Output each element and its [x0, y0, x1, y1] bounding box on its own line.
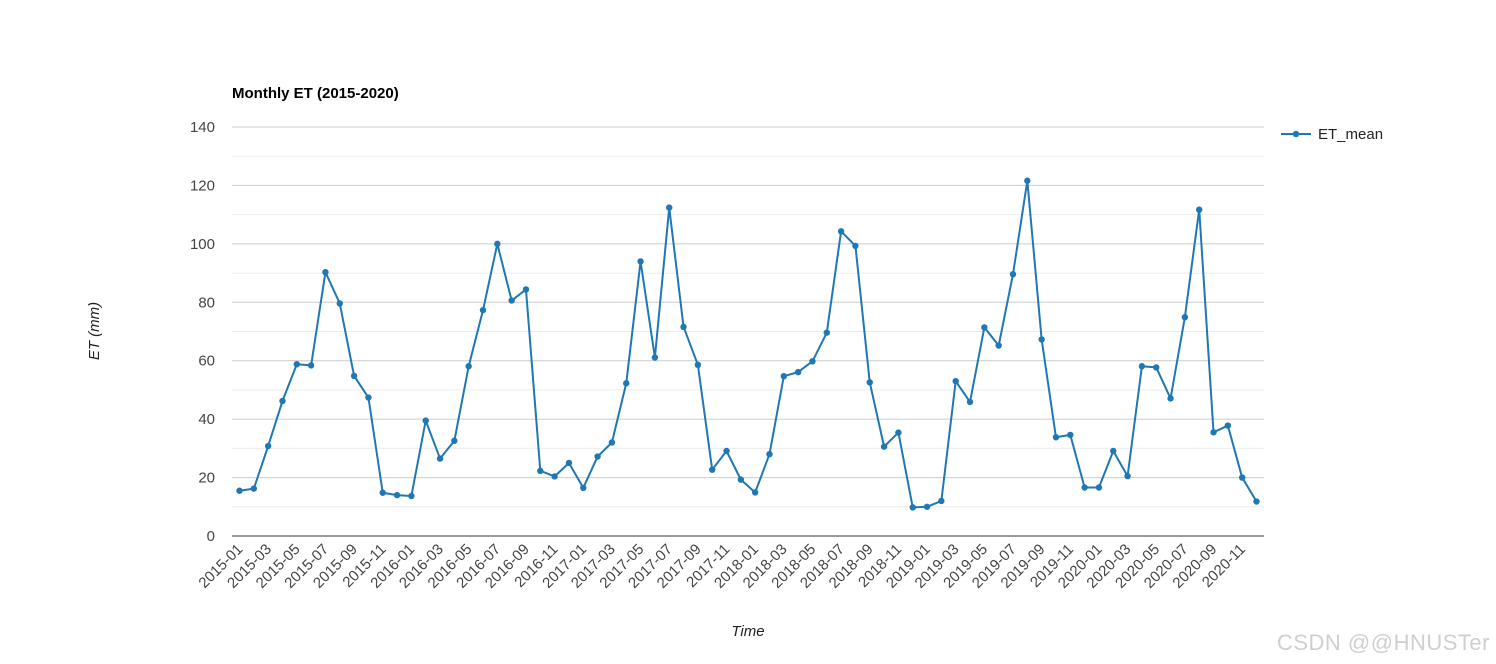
data-point[interactable]	[1210, 429, 1217, 436]
data-point[interactable]	[995, 342, 1002, 349]
legend-marker	[1292, 130, 1300, 138]
data-point[interactable]	[350, 372, 358, 380]
data-point[interactable]	[565, 459, 573, 467]
data-point[interactable]	[379, 489, 386, 496]
y-tick-label: 140	[190, 119, 215, 136]
data-point[interactable]	[952, 377, 959, 385]
data-point[interactable]	[837, 228, 845, 235]
data-point[interactable]	[236, 487, 243, 494]
y-axis-ticks: 0 20 40 60 80 100 120 140	[190, 119, 215, 545]
data-point[interactable]	[1052, 434, 1060, 441]
chart-title: Monthly ET (2015-2020)	[232, 85, 399, 102]
y-tick-label: 20	[198, 470, 215, 487]
data-point[interactable]	[250, 485, 258, 492]
data-point[interactable]	[393, 491, 401, 499]
data-point[interactable]	[1095, 484, 1103, 491]
data-point[interactable]	[522, 286, 530, 293]
data-point[interactable]	[895, 429, 902, 436]
data-point[interactable]	[694, 361, 702, 368]
x-axis-title: Time	[731, 623, 764, 640]
data-point[interactable]	[479, 306, 487, 314]
data-point[interactable]	[322, 268, 329, 276]
data-point[interactable]	[909, 504, 916, 511]
data-point[interactable]	[1009, 271, 1017, 278]
data-point[interactable]	[494, 240, 501, 248]
data-point[interactable]	[766, 451, 773, 458]
legend[interactable]: ET_mean	[1281, 126, 1383, 143]
data-point[interactable]	[336, 300, 343, 307]
y-tick-label: 100	[190, 236, 215, 253]
data-point[interactable]	[751, 489, 759, 496]
data-point[interactable]	[651, 354, 659, 361]
data-point[interactable]	[279, 397, 286, 405]
data-point[interactable]	[1196, 206, 1203, 213]
data-point[interactable]	[923, 503, 931, 510]
y-axis-title: ET (mm)	[86, 302, 103, 360]
data-point[interactable]	[723, 447, 730, 455]
data-point[interactable]	[1253, 498, 1260, 505]
series-layer	[236, 177, 1260, 511]
data-point[interactable]	[1167, 395, 1174, 402]
data-point[interactable]	[537, 467, 544, 475]
data-point[interactable]	[465, 363, 472, 370]
data-point[interactable]	[608, 439, 616, 446]
legend-label-et-mean: ET_mean	[1318, 126, 1383, 143]
data-point[interactable]	[408, 492, 415, 500]
data-point[interactable]	[794, 368, 802, 376]
data-point[interactable]	[580, 484, 587, 491]
data-point[interactable]	[1138, 363, 1146, 370]
data-point[interactable]	[508, 297, 515, 304]
data-point[interactable]	[1067, 431, 1074, 439]
y-tick-label: 0	[207, 528, 215, 545]
data-point[interactable]	[307, 362, 315, 369]
data-point[interactable]	[938, 497, 945, 505]
data-point[interactable]	[637, 258, 644, 265]
data-point[interactable]	[551, 473, 558, 480]
data-point[interactable]	[981, 324, 988, 331]
data-point[interactable]	[780, 373, 788, 380]
gridlines	[232, 126, 1264, 508]
data-point[interactable]	[966, 398, 974, 406]
data-point[interactable]	[1224, 422, 1232, 429]
data-point[interactable]	[451, 437, 458, 444]
data-point[interactable]	[737, 476, 745, 483]
data-point[interactable]	[1024, 177, 1031, 184]
data-point[interactable]	[708, 466, 716, 473]
data-point[interactable]	[680, 323, 687, 331]
data-point[interactable]	[1124, 472, 1131, 480]
data-point[interactable]	[1238, 474, 1246, 481]
watermark: CSDN @@HNUSTer	[1276, 630, 1490, 655]
y-tick-label: 120	[190, 177, 215, 194]
data-point[interactable]	[422, 417, 429, 424]
x-axis-ticks: 2015-012015-032015-052015-072015-092015-…	[195, 541, 1249, 592]
data-point[interactable]	[365, 394, 372, 401]
data-point[interactable]	[866, 379, 873, 386]
data-point[interactable]	[623, 380, 630, 387]
data-point[interactable]	[880, 443, 888, 450]
data-point[interactable]	[1181, 313, 1189, 321]
data-point[interactable]	[293, 361, 300, 368]
series-line-et-mean	[239, 179, 1258, 509]
y-tick-label: 80	[198, 294, 215, 311]
data-point[interactable]	[852, 242, 859, 250]
data-point[interactable]	[1153, 364, 1160, 371]
y-tick-label: 40	[198, 411, 215, 428]
data-point[interactable]	[666, 204, 673, 211]
data-point[interactable]	[1038, 336, 1045, 343]
data-point[interactable]	[1081, 484, 1088, 491]
data-point[interactable]	[436, 455, 444, 462]
y-tick-label: 60	[198, 353, 215, 370]
data-point[interactable]	[1110, 447, 1117, 455]
data-point[interactable]	[809, 358, 816, 365]
data-point[interactable]	[264, 442, 272, 450]
data-point[interactable]	[594, 453, 601, 460]
data-point[interactable]	[823, 329, 830, 336]
